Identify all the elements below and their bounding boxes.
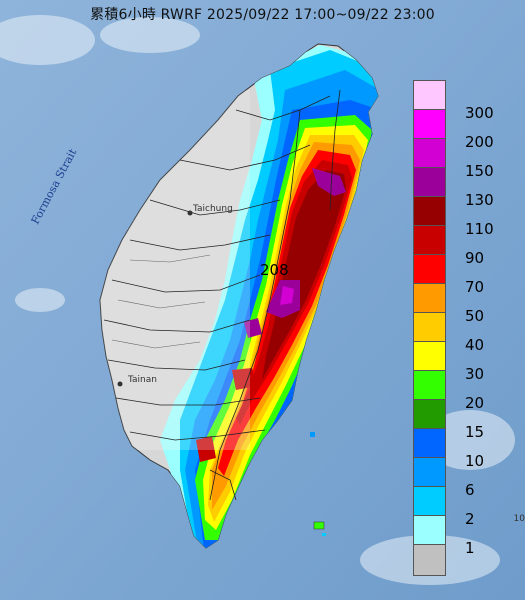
rivers <box>111 254 211 349</box>
legend-swatch <box>413 225 446 257</box>
legend-swatch <box>413 457 446 489</box>
legend-row: 90 <box>413 225 523 267</box>
legend-row: 150 <box>413 138 523 180</box>
legend-row: 70 <box>413 254 523 296</box>
legend-swatch <box>413 486 446 518</box>
legend-swatch <box>413 312 446 344</box>
legend-label: 150 <box>465 162 494 180</box>
legend-row: 300 <box>413 80 523 122</box>
legend-row: 15 <box>413 399 523 441</box>
legend-label: 130 <box>465 191 494 209</box>
legend-label: 200 <box>465 133 494 151</box>
green-island <box>313 521 325 530</box>
city-dot-tainan <box>117 381 123 387</box>
legend-row: 110 <box>413 196 523 238</box>
legend-label: 20 <box>465 394 485 412</box>
legend-swatch <box>413 283 446 315</box>
legend-row: 130 <box>413 167 523 209</box>
legend-row: 40 <box>413 312 523 354</box>
legend-swatch <box>413 370 446 402</box>
max-rainfall-label: 208 <box>260 261 289 279</box>
city-dot-taichung <box>187 210 193 216</box>
legend-label: 10 <box>465 452 485 470</box>
city-taichung-label: Taichung <box>193 204 233 214</box>
legend-label: 1 <box>465 539 475 557</box>
rainfall-legend: 300 200 150 130 110 90 70 50 40 30 20 15 10 6 2 1 <box>413 80 523 576</box>
legend-label: 300 <box>465 104 494 122</box>
legend-label: 50 <box>465 307 485 325</box>
legend-swatch <box>413 138 446 170</box>
legend-row: 200 <box>413 109 523 151</box>
legend-swatch <box>413 80 446 112</box>
legend-row: 10 <box>413 428 523 470</box>
edge-tick-label: 10 <box>513 514 525 524</box>
legend-row: 50 <box>413 283 523 325</box>
legend-row: 20 <box>413 370 523 412</box>
legend-label: 40 <box>465 336 485 354</box>
legend-swatch <box>413 109 446 141</box>
legend-swatch <box>413 428 446 460</box>
legend-label: 70 <box>465 278 485 296</box>
legend-label: 6 <box>465 481 475 499</box>
legend-swatch <box>413 341 446 373</box>
legend-swatch <box>413 196 446 228</box>
legend-label: 110 <box>465 220 494 238</box>
legend-swatch <box>413 544 446 576</box>
city-tainan-label: Tainan <box>128 375 157 385</box>
legend-swatch <box>413 399 446 431</box>
legend-row: 2 <box>413 486 523 528</box>
legend-row: 30 <box>413 341 523 383</box>
offshore-cell <box>310 432 315 437</box>
legend-row: 1 <box>413 515 523 557</box>
legend-swatch <box>413 515 446 547</box>
legend-label: 90 <box>465 249 485 267</box>
legend-label: 15 <box>465 423 485 441</box>
legend-label: 30 <box>465 365 485 383</box>
legend-swatch <box>413 167 446 199</box>
islet <box>322 533 326 536</box>
legend-row <box>413 544 523 576</box>
county-boundaries <box>103 89 341 501</box>
map-title: 累積6小時 RWRF 2025/09/22 17:00~09/22 23:00 <box>90 7 435 23</box>
legend-swatch <box>413 254 446 286</box>
legend-label: 2 <box>465 510 475 528</box>
legend-row: 6 <box>413 457 523 499</box>
